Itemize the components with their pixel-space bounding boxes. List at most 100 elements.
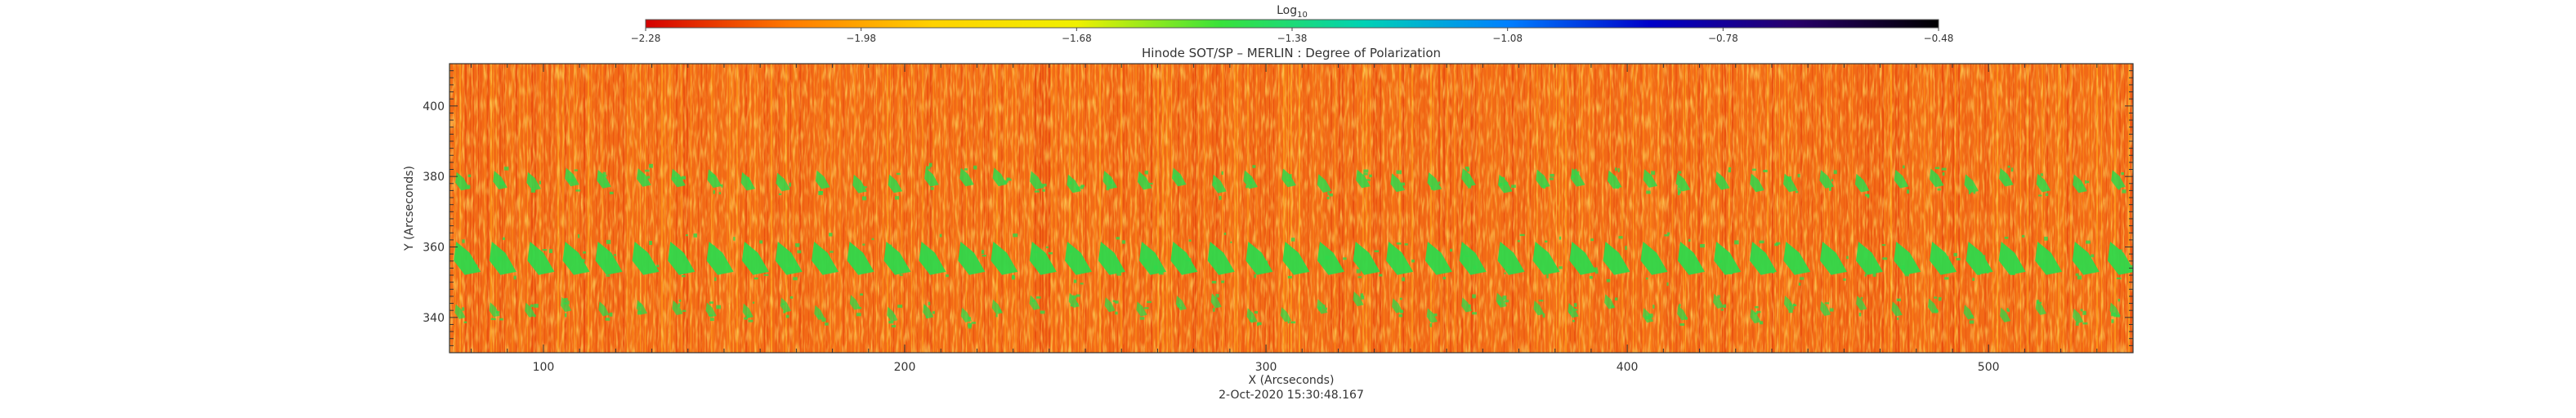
polarization-speck [1504,182,1509,185]
polarization-blob [740,171,756,191]
polarization-speck [2040,173,2043,176]
polarization-speck [1153,265,1158,270]
polarization-speck [1651,171,1656,176]
polarization-blob [597,170,611,189]
polarization-speck [1363,169,1369,173]
polarization-speck [1265,260,1268,264]
polarization-speck [542,249,548,251]
polarization-speck [496,311,500,314]
polarization-blob [1678,242,1705,275]
polarization-speck [1575,171,1580,176]
polarization-blob [2000,307,2011,322]
polarization-blob [1675,172,1691,192]
polarization-speck [1173,174,1176,177]
polarization-speck [1829,186,1831,191]
polarization-speck [1734,240,1739,245]
polarization-speck [2004,236,2009,239]
polarization-speck [1652,305,1655,309]
polarization-speck [1450,248,1453,252]
polarization-speck [926,166,931,170]
polarization-speck [1045,246,1049,249]
polarization-speck [795,243,800,247]
polarization-speck [1473,265,1477,269]
polarization-speck [1179,306,1183,309]
polarization-speck [2111,319,2114,323]
polarization-speck [1035,296,1041,299]
polarization-speck [603,175,607,177]
polarization-speck [981,250,985,255]
polarization-speck [1073,279,1077,283]
polarization-blob [1139,242,1166,275]
colorbar-ticks: −2.28 −1.98 −1.68 −1.38 −1.08 −0.78 −0.48 [631,28,1953,44]
polarization-speck [1718,260,1722,263]
polarization-speck [497,256,503,260]
polarization-speck [1290,174,1292,179]
polarization-speck [1139,317,1145,320]
polarization-speck [925,316,928,318]
polarization-blob [1386,242,1414,275]
polarization-speck [1542,185,1546,189]
polarization-speck [1400,182,1406,186]
polarization-speck [2045,193,2049,197]
polarization-speck [789,296,794,299]
polarization-speck [1287,276,1292,279]
polarization-speck [549,249,553,254]
polarization-speck [1590,238,1594,242]
polarization-speck [1986,270,1989,273]
polarization-speck [783,310,786,314]
polarization-speck [2119,249,2122,251]
polarization-blob [1570,167,1585,187]
polarization-speck [1983,255,1986,260]
polarization-speck [563,302,566,305]
polarization-speck [862,243,865,246]
polarization-blob [1317,174,1332,193]
polarization-speck [1771,270,1775,273]
polarization-speck [678,303,681,307]
x-tick-label: 400 [1617,361,1639,374]
polarization-speck [462,239,465,243]
polarization-blob [1282,242,1310,275]
polarization-speck [1934,309,1939,314]
polarization-speck [1846,256,1849,260]
polarization-speck [2121,265,2123,270]
polarization-blob [526,171,541,191]
polarization-speck [490,318,496,321]
polarization-blob [1930,242,1957,275]
polarization-speck [1112,300,1116,302]
polarization-speck [1969,320,1974,324]
polarization-speck [1968,191,1971,194]
polarization-speck [1502,296,1507,300]
polarization-blob [1246,308,1258,323]
polarization-speck [462,307,465,311]
polarization-speck [1143,259,1148,262]
polarization-speck [2111,312,2116,317]
polarization-blob [852,174,867,193]
polarization-blob [489,302,500,318]
polarization-speck [1542,314,1545,318]
polarization-speck [583,251,586,254]
polarization-speck [825,322,829,326]
polarization-speck [821,318,826,322]
polarization-speck [463,321,467,323]
polarization-speck [713,245,715,249]
polarization-speck [2010,167,2014,172]
polarization-speck [1755,306,1759,309]
polarization-speck [1411,259,1415,263]
polarization-speck [1666,232,1670,235]
polarization-speck [964,168,968,171]
polarization-speck [1903,165,1905,169]
polarization-speck [829,233,833,237]
polarization-speck [1322,305,1326,309]
polarization-speck [1071,295,1077,299]
polarization-speck [678,299,682,302]
polarization-blob [1426,308,1438,323]
timestamp: 2-Oct-2020 15:30:48.167 [1219,389,1364,402]
polarization-speck [1286,179,1291,182]
polarization-speck [1559,236,1562,240]
polarization-speck [982,255,986,257]
polarization-speck [1978,273,1980,275]
polarization-speck [1953,252,1957,256]
polarization-speck [1795,190,1799,193]
polarization-blob [705,302,717,318]
y-tick-label: 400 [423,100,445,113]
